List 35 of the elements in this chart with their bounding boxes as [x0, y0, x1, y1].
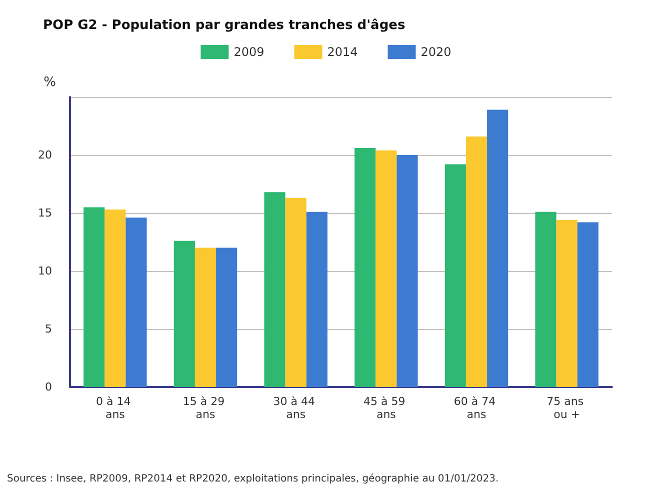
- x-tick-label: 75 ans ou +: [546, 395, 588, 421]
- bar: [264, 192, 286, 387]
- x-tick-label: 45 à 59 ans: [364, 395, 409, 421]
- y-axis-title: %: [44, 75, 56, 90]
- bar: [487, 110, 508, 387]
- bar: [376, 150, 397, 387]
- x-tick-label: 15 à 29 ans: [182, 395, 228, 421]
- y-tick-label: 0: [45, 380, 52, 394]
- bar: [354, 148, 376, 387]
- x-tick-label: 0 à 14 ans: [96, 395, 134, 421]
- bar: [285, 198, 306, 387]
- bar: [194, 248, 216, 387]
- bar: [84, 207, 105, 387]
- legend-label: 2009: [234, 45, 264, 59]
- bar: [216, 248, 238, 387]
- bar: [396, 155, 418, 387]
- bar: [556, 220, 578, 387]
- legend-label: 2014: [327, 45, 358, 59]
- bar: [466, 136, 488, 387]
- x-tick-label: 30 à 44 ans: [273, 395, 318, 421]
- y-tick-label: 20: [38, 148, 52, 162]
- y-tick-label: 10: [38, 264, 52, 278]
- bar: [104, 210, 126, 387]
- y-tick-label: 15: [38, 206, 52, 220]
- bar: [126, 218, 147, 387]
- legend-label: 2020: [420, 45, 452, 59]
- chart-title: POP G2 - Population par grandes tranches d'âges: [43, 18, 406, 33]
- x-tick-label: 60 à 74 ans: [454, 395, 500, 421]
- bar: [444, 164, 466, 387]
- y-tick-label: 5: [45, 322, 52, 336]
- source-note: Sources : Insee, RP2009, RP2014 et RP2020, exploitations principales, géographie au 01/01/2023.: [7, 474, 499, 484]
- bar: [535, 212, 556, 387]
- bar: [577, 222, 598, 387]
- bar: [174, 240, 195, 387]
- bar: [306, 212, 328, 387]
